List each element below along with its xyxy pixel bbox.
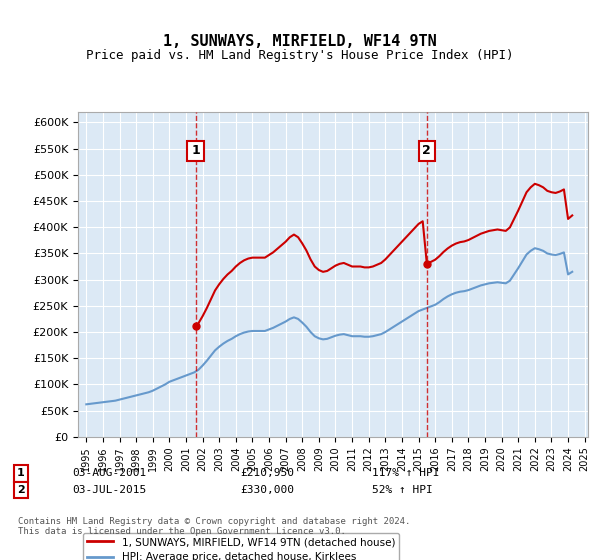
Text: 117% ↑ HPI: 117% ↑ HPI <box>372 468 439 478</box>
Text: £330,000: £330,000 <box>240 485 294 495</box>
Legend: 1, SUNWAYS, MIRFIELD, WF14 9TN (detached house), HPI: Average price, detached ho: 1, SUNWAYS, MIRFIELD, WF14 9TN (detached… <box>83 533 400 560</box>
Text: £210,950: £210,950 <box>240 468 294 478</box>
Text: 03-JUL-2015: 03-JUL-2015 <box>72 485 146 495</box>
Text: 1, SUNWAYS, MIRFIELD, WF14 9TN: 1, SUNWAYS, MIRFIELD, WF14 9TN <box>163 35 437 49</box>
Text: 2: 2 <box>17 485 25 495</box>
Text: 03-AUG-2001: 03-AUG-2001 <box>72 468 146 478</box>
Text: 1: 1 <box>17 468 25 478</box>
Text: Contains HM Land Registry data © Crown copyright and database right 2024.
This d: Contains HM Land Registry data © Crown c… <box>18 517 410 536</box>
Text: Price paid vs. HM Land Registry's House Price Index (HPI): Price paid vs. HM Land Registry's House … <box>86 49 514 63</box>
Text: 2: 2 <box>422 144 431 157</box>
Text: 52% ↑ HPI: 52% ↑ HPI <box>372 485 433 495</box>
Text: 1: 1 <box>191 144 200 157</box>
